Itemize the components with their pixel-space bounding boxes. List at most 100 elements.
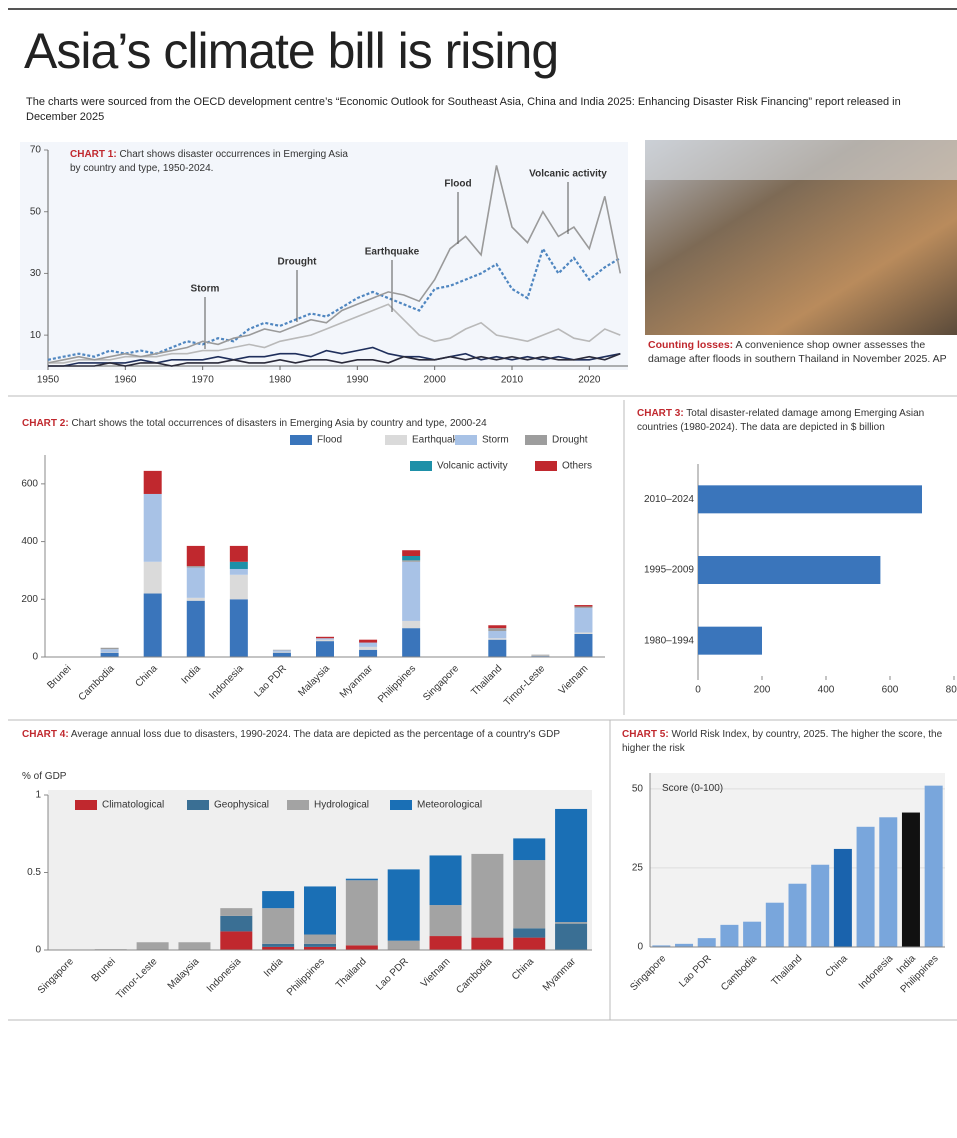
chart-label: CHART 1: — [70, 149, 117, 160]
bar-segment — [316, 641, 334, 657]
bar-segment — [186, 600, 205, 657]
bar-segment — [513, 838, 546, 861]
bar — [811, 864, 830, 947]
title: Asia’s climate bill is rising — [24, 23, 559, 79]
y-tick-label: 70 — [30, 145, 42, 156]
bar-segment — [136, 942, 169, 950]
x-tick-label: Lao PDR — [677, 953, 713, 989]
chart-title: CHART 3: Total disaster-related damage a… — [637, 407, 937, 435]
x-tick-label: 1950 — [37, 375, 60, 386]
photo-caption: Counting losses: A convenience shop owne… — [648, 338, 948, 366]
bar-segment — [359, 646, 378, 650]
bar-segment — [531, 654, 550, 656]
bar-segment — [488, 638, 507, 640]
bar-segment — [272, 649, 291, 651]
y-tick-label: 200 — [21, 594, 38, 605]
x-tick-label: 1990 — [346, 375, 369, 386]
subtitle: The charts were sourced from the OECD de… — [26, 96, 901, 123]
y-tick-label: 2010–2024 — [644, 494, 694, 505]
x-tick-label: Myanmar — [541, 956, 579, 994]
bar-segment — [272, 652, 291, 657]
bar-segment — [488, 625, 507, 629]
chart-title: CHART 4: Average annual loss due to disa… — [22, 728, 592, 742]
bar-segment — [229, 574, 248, 600]
bar — [833, 848, 852, 947]
bar-segment — [143, 470, 162, 494]
bar-segment — [316, 636, 334, 639]
bar-segment — [555, 922, 588, 924]
y-tick-label: 0.5 — [27, 867, 41, 878]
legend-swatch — [287, 800, 309, 810]
x-tick-label: India — [262, 956, 285, 979]
x-tick-label: Timor-Leste — [502, 663, 548, 709]
y-tick-label: 0 — [35, 945, 41, 956]
caption-text: A convenience shop owner assesses the da… — [648, 339, 947, 365]
x-tick-label: Singapore — [421, 663, 461, 703]
bar-segment — [186, 597, 205, 601]
chart-title-text: Chart shows the total occurrences of dis… — [71, 418, 487, 429]
x-tick-label: Thailand — [770, 953, 805, 988]
bar-segment — [402, 628, 421, 657]
bar-segment — [220, 931, 253, 950]
y-tick-label: 10 — [30, 330, 42, 341]
bar-segment — [513, 860, 546, 929]
bar-segment — [402, 556, 421, 561]
bar-segment — [513, 937, 546, 950]
series-label: Storm — [191, 284, 220, 295]
bar-segment — [229, 545, 248, 562]
bar-segment — [574, 605, 593, 607]
bar-segment — [262, 946, 295, 950]
chart-title-text: World Risk Index, by country, 2025. The … — [622, 729, 943, 754]
bar-segment — [429, 855, 462, 906]
x-tick-label: Singapore — [36, 956, 76, 996]
x-tick-label: China — [133, 663, 160, 690]
x-tick-label: Vietnam — [419, 956, 453, 990]
legend-swatch — [535, 461, 557, 471]
series-label: Earthquake — [365, 247, 420, 258]
chart-title: CHART 2: Chart shows the total occurrenc… — [22, 417, 622, 431]
chart-label: CHART 2: — [22, 418, 69, 429]
legend-label: Hydrological — [314, 800, 369, 811]
y-axis-label: Score (0-100) — [662, 783, 724, 794]
y-tick-label: 1 — [35, 790, 41, 801]
bar-segment — [402, 550, 421, 556]
x-tick-label: 600 — [882, 685, 899, 696]
legend-label: Flood — [317, 435, 342, 446]
chart-title: CHART 1: Chart shows disaster occurrence… — [70, 148, 350, 176]
x-tick-label: Thailand — [469, 663, 504, 698]
bar-segment — [143, 593, 162, 657]
legend-label: Drought — [552, 435, 588, 446]
x-tick-label: Indonesia — [857, 953, 896, 992]
y-axis-label: % of GDP — [22, 771, 67, 782]
bar-segment — [262, 891, 295, 909]
legend-label: Meteorological — [417, 800, 482, 811]
x-tick-label: Lao PDR — [252, 663, 288, 699]
bar-segment — [262, 908, 295, 944]
x-tick-label: 1980 — [269, 375, 292, 386]
x-tick-label: Singapore — [628, 953, 668, 993]
x-tick-label: 200 — [754, 685, 771, 696]
series-label: Flood — [444, 179, 471, 190]
legend-swatch — [410, 461, 432, 471]
chart-1-bg — [20, 142, 628, 370]
legend-label: Geophysical — [214, 800, 269, 811]
series-line — [48, 352, 621, 367]
y-tick-label: 600 — [21, 478, 38, 489]
x-tick-label: 0 — [695, 685, 701, 696]
x-tick-label: Philippines — [285, 956, 327, 998]
bar — [697, 938, 716, 947]
legend-swatch — [385, 435, 407, 445]
bar-segment — [555, 923, 588, 950]
bar — [765, 902, 784, 947]
chart-title-text: Total disaster-related damage among Emer… — [637, 408, 925, 433]
bar-segment — [574, 633, 593, 657]
bar-segment — [345, 878, 378, 881]
x-tick-label: 400 — [818, 685, 835, 696]
x-tick-label: India — [180, 663, 203, 686]
x-tick-label: Cambodia — [77, 663, 117, 703]
bar-segment — [574, 606, 593, 608]
x-tick-label: Timor-Leste — [114, 956, 160, 1002]
bar-segment — [345, 880, 378, 946]
bar-segment — [429, 936, 462, 950]
